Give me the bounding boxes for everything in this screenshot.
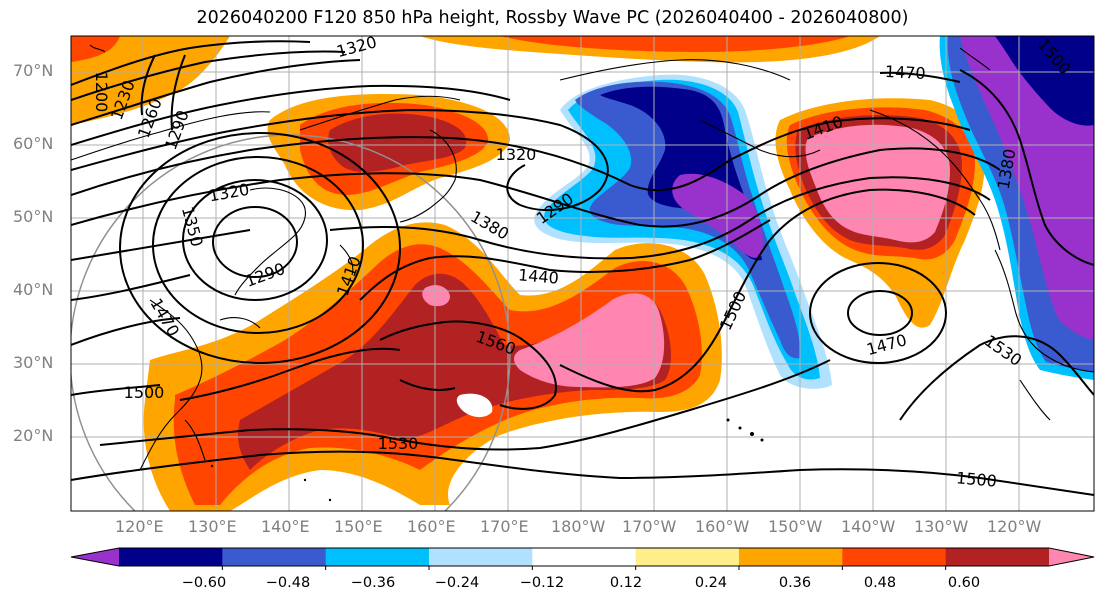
contour-label: 1440 [517,265,559,287]
lat-label-70n: 70°N [13,61,54,80]
colorbar-extend-max [1049,548,1094,566]
positive-anomaly-shading [71,36,985,511]
colorbar-extend-min [71,548,119,566]
anomaly-region-nw-corner [71,36,230,125]
lon-label-160e: 160°E [407,517,456,536]
map-plot-area: 1320 1200 1230 1260 1290 1320 1350 1290 … [71,36,1094,511]
colorbar-bin [119,548,223,566]
contour-label: 1500 [955,468,997,490]
lon-label-160w: 160°W [695,517,750,536]
lat-label-20n: 20°N [13,426,54,445]
lat-label-50n: 50°N [13,207,54,226]
chart-title: 2026040200 F120 850 hPa height, Rossby W… [196,8,909,28]
contour-label: 1500 [124,383,165,402]
coastlines [71,44,1094,471]
lon-label-120e: 120°E [115,517,164,536]
negative-anomaly-shading [534,36,1094,389]
lon-label-140e: 140°E [261,517,310,536]
contour-label: 1320 [496,145,537,164]
map-frame [70,35,1095,512]
colorbar-bin [842,548,947,566]
lat-label-60n: 60°N [13,134,54,153]
colorbar-bin [945,548,1050,566]
colorbar-tick: 0.60 [947,575,981,591]
colorbar-tick: 0.12 [609,575,643,591]
lon-label-140w: 140°W [841,517,896,536]
colorbar-bin [429,548,533,566]
colorbar-tick: 0.24 [694,575,728,591]
lat-label-30n: 30°N [13,353,54,372]
contour-label: 1470 [884,62,926,83]
contour-label: 1530 [378,434,419,453]
lon-label-130e: 130°E [188,517,237,536]
lon-label-170w: 170°W [622,517,677,536]
lon-label-180w: 180°W [551,517,606,536]
colorbar-tick: −0.12 [519,575,565,591]
colorbar-bin [532,548,637,566]
island-marks [210,418,764,502]
colorbar-bin [739,548,843,566]
lon-label-120w: 120°W [987,517,1042,536]
colorbar-bin [325,548,430,566]
colorbar-tick: −0.36 [350,575,396,591]
colorbar-tick: −0.60 [181,575,227,591]
lon-label-150w: 150°W [768,517,823,536]
colorbar-tick: −0.48 [265,575,311,591]
contour-label: 1200 [92,72,111,113]
colorbar-tick: 0.36 [778,575,812,591]
colorbar [70,547,1095,570]
colorbar-bin [222,548,327,566]
lon-label-150e: 150°E [334,517,383,536]
lat-lon-grid [71,36,1094,511]
colorbar-outline [70,547,1095,567]
lat-label-40n: 40°N [13,280,54,299]
lon-label-170e: 170°E [480,517,529,536]
colorbar-tick: −0.24 [434,575,480,591]
colorbar-tick: 0.48 [863,575,897,591]
lon-label-130w: 130°W [914,517,969,536]
colorbar-bin [635,548,740,566]
height-contours [71,40,1094,496]
